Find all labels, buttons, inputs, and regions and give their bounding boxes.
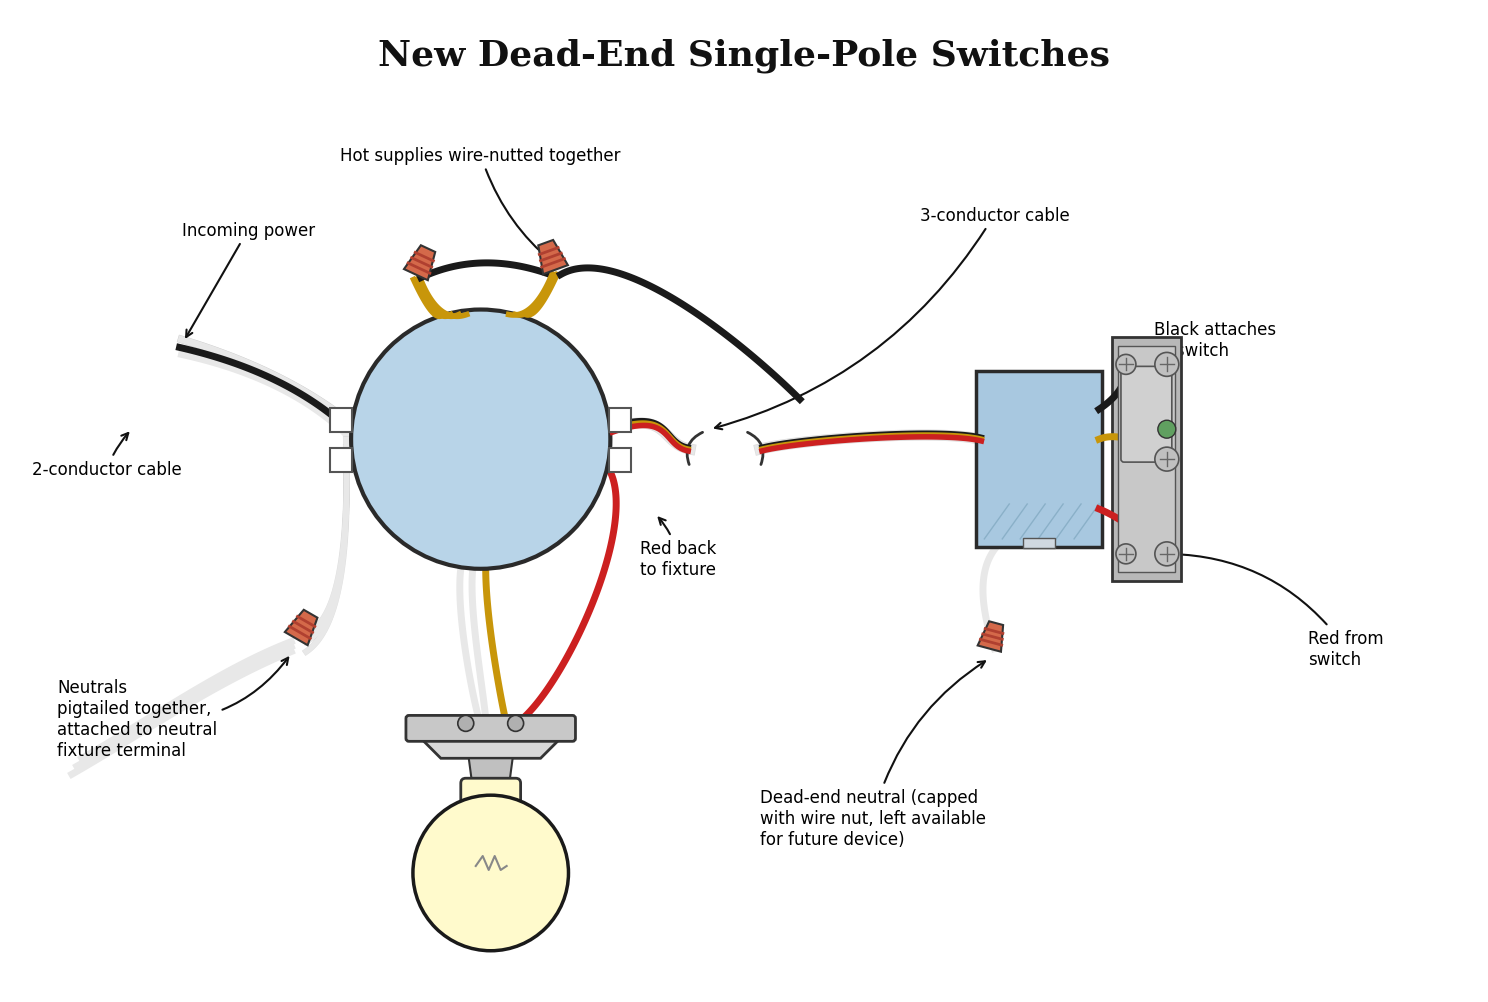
Circle shape bbox=[412, 796, 568, 951]
Text: Dead-end neutral (capped
with wire nut, left available
for future device): Dead-end neutral (capped with wire nut, … bbox=[760, 661, 987, 848]
Circle shape bbox=[351, 311, 610, 569]
Circle shape bbox=[1116, 355, 1135, 375]
FancyBboxPatch shape bbox=[610, 449, 631, 473]
FancyBboxPatch shape bbox=[976, 372, 1103, 547]
Text: Black attaches
to switch: Black attaches to switch bbox=[1129, 321, 1277, 362]
Text: 3-conductor cable: 3-conductor cable bbox=[716, 206, 1070, 430]
Circle shape bbox=[458, 715, 473, 731]
FancyBboxPatch shape bbox=[1024, 538, 1055, 548]
FancyBboxPatch shape bbox=[330, 409, 353, 433]
Polygon shape bbox=[539, 240, 568, 275]
Polygon shape bbox=[411, 728, 570, 759]
FancyBboxPatch shape bbox=[610, 409, 631, 433]
Circle shape bbox=[1155, 542, 1178, 566]
FancyBboxPatch shape bbox=[1112, 338, 1181, 581]
Circle shape bbox=[1158, 421, 1176, 439]
Text: Incoming power: Incoming power bbox=[182, 221, 314, 338]
Text: Red from
switch: Red from switch bbox=[1173, 551, 1384, 668]
FancyBboxPatch shape bbox=[330, 449, 353, 473]
Polygon shape bbox=[403, 246, 434, 281]
Polygon shape bbox=[469, 759, 513, 789]
Text: Hot supplies wire-nutted together: Hot supplies wire-nutted together bbox=[341, 147, 620, 263]
FancyBboxPatch shape bbox=[461, 779, 521, 829]
Text: New Dead-End Single-Pole Switches: New Dead-End Single-Pole Switches bbox=[378, 39, 1110, 73]
FancyBboxPatch shape bbox=[1120, 367, 1173, 463]
Text: Red back
to fixture: Red back to fixture bbox=[640, 518, 717, 579]
Circle shape bbox=[507, 715, 524, 731]
Circle shape bbox=[1116, 544, 1135, 564]
Circle shape bbox=[1155, 448, 1178, 472]
Polygon shape bbox=[978, 621, 1003, 652]
Circle shape bbox=[1155, 353, 1178, 377]
FancyBboxPatch shape bbox=[406, 715, 576, 741]
FancyBboxPatch shape bbox=[1117, 347, 1176, 572]
Text: Neutrals
pigtailed together,
attached to neutral
fixture terminal: Neutrals pigtailed together, attached to… bbox=[57, 658, 289, 759]
Polygon shape bbox=[284, 610, 317, 645]
Text: 2-conductor cable: 2-conductor cable bbox=[31, 434, 182, 479]
